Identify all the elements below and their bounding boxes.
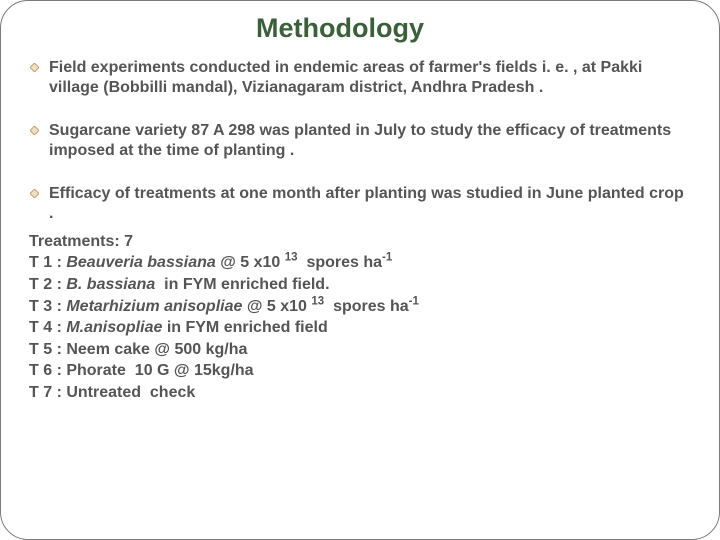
slide-title: Methodology [0,13,691,44]
bullet-text: Sugarcane variety 87 A 298 was planted i… [49,121,691,162]
slide-frame: Methodology Field experiments conducted … [0,0,720,540]
treatment-species: Beauveria bassiana [66,254,215,271]
bullet-item: Sugarcane variety 87 A 298 was planted i… [29,121,691,162]
treatment-label: T 3 : [29,298,66,315]
bullet-list: Field experiments conducted in endemic a… [29,58,691,225]
treatment-row: T 3 : Metarhizium anisopliae @ 5 x10 13 … [29,296,691,318]
diamond-bullet-icon [29,189,39,198]
treatment-species: B. bassiana [66,276,159,293]
treatment-label: T 1 : [29,254,66,271]
treatment-tail: spores ha [324,298,408,315]
bullet-text: Efficacy of treatments at one month afte… [49,184,691,225]
treatment-row: T 5 : Neem cake @ 500 kg/ha [29,339,691,361]
treatment-row: T 6 : Phorate 10 G @ 15kg/ha [29,360,691,382]
treatment-rest: in FYM enriched field [162,319,327,336]
treatment-row: T 7 : Untreated check [29,382,691,404]
treatment-sup2: -1 [382,252,392,264]
treatment-label: T 2 : [29,276,66,293]
treatment-label: T 7 : Untreated check [29,384,195,401]
bullet-item: Efficacy of treatments at one month afte… [29,184,691,225]
treatment-row: T 2 : B. bassiana in FYM enriched field. [29,274,691,296]
bullet-item: Field experiments conducted in endemic a… [29,58,691,99]
treatment-sup2: -1 [409,295,419,307]
diamond-bullet-icon [29,63,39,72]
treatments-heading: Treatments: 7 [29,231,691,253]
treatment-rest: in FYM enriched field. [160,276,330,293]
treatment-sup: 13 [285,252,298,264]
treatment-label: T 5 : Neem cake @ 500 kg/ha [29,341,247,358]
treatments-block: Treatments: 7 T 1 : Beauveria bassiana @… [29,231,691,404]
treatment-row: T 1 : Beauveria bassiana @ 5 x10 13 spor… [29,252,691,274]
treatment-rest: @ 5 x10 [242,298,311,315]
treatment-label: T 4 : [29,319,66,336]
treatment-species: M.anisopliae [66,319,162,336]
treatment-species: Metarhizium anisopliae [66,298,242,315]
treatment-tail: spores ha [298,254,382,271]
treatment-sup: 13 [311,295,324,307]
diamond-bullet-icon [29,126,39,135]
treatment-row: T 4 : M.anisopliae in FYM enriched field [29,317,691,339]
treatment-label: T 6 : Phorate 10 G @ 15kg/ha [29,362,254,379]
treatment-rest: @ 5 x10 [216,254,285,271]
bullet-text: Field experiments conducted in endemic a… [49,58,691,99]
